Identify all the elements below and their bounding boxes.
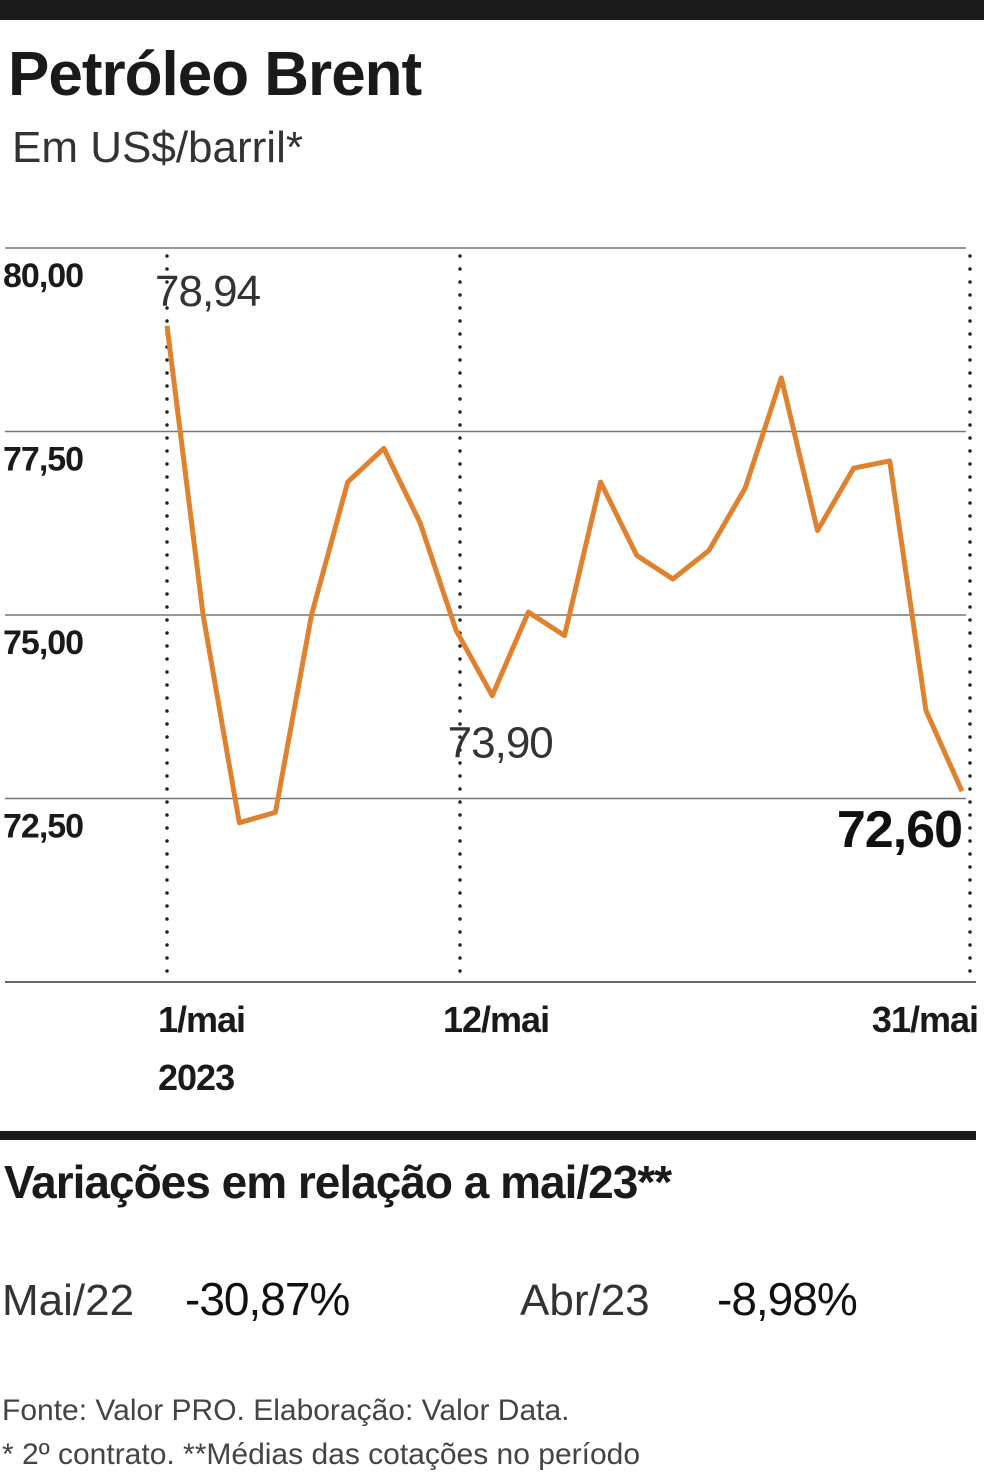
- variation-value: -8,98%: [717, 1273, 857, 1325]
- y-tick-label: 72,50: [3, 808, 83, 846]
- variation-label: Mai/22: [2, 1276, 134, 1325]
- y-tick-label: 77,50: [3, 441, 83, 479]
- value-label: 72,60: [837, 801, 962, 859]
- top-bar: [0, 0, 984, 20]
- plot: 72,50 75,00 77,50 80,00 1/mai 2023 12/mai 31/ma…: [3, 247, 979, 1098]
- section-title: Variações em relação a mai/23**: [4, 1156, 672, 1208]
- variation-value: -30,87%: [185, 1273, 349, 1325]
- footnote: * 2º contrato. **Médias das cotações no …: [2, 1438, 640, 1471]
- y-tick-label: 80,00: [3, 257, 83, 295]
- separator: [0, 1131, 976, 1140]
- value-label: 78,94: [155, 267, 261, 316]
- line: [164, 325, 965, 826]
- y-tick-label: 75,00: [3, 624, 83, 662]
- chart-subtitle: Em US$/barril*: [12, 123, 303, 172]
- x-year-label: 2023: [158, 1057, 234, 1098]
- footnote: Fonte: Valor PRO. Elaboração: Valor Data…: [2, 1394, 570, 1427]
- x-tick-label: 31/mai: [872, 999, 978, 1040]
- variation-label: Abr/23: [520, 1276, 650, 1325]
- value-label: 73,90: [448, 719, 553, 768]
- x-tick-label: 12/mai: [443, 999, 549, 1040]
- x-tick-label: 1/mai: [158, 999, 245, 1040]
- chart-title: Petróleo Brent: [8, 40, 422, 109]
